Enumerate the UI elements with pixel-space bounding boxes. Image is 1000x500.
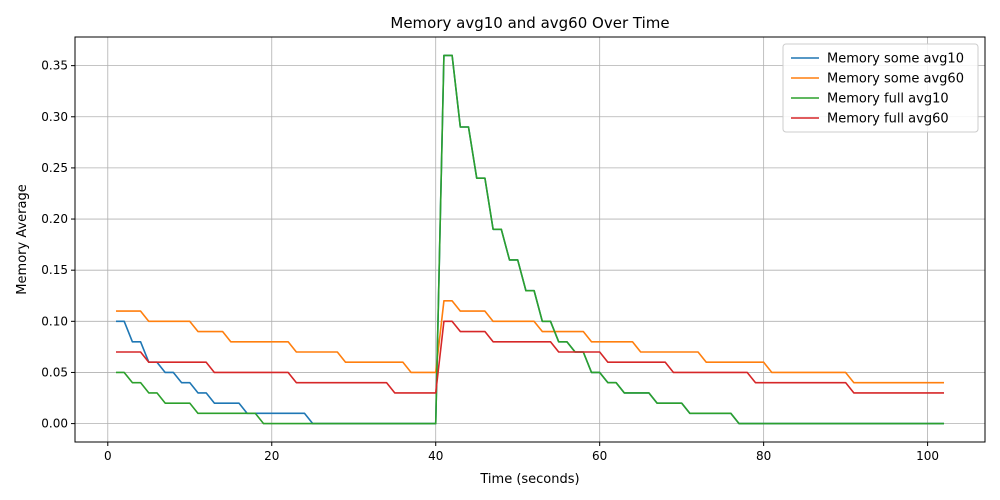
legend: Memory some avg10 Memory some avg60 Memory… xyxy=(782,43,979,133)
y-tick-label: 0.20 xyxy=(41,212,68,226)
series-line-memory-full-avg60 xyxy=(115,320,945,394)
y-tick-label: 0.25 xyxy=(41,161,68,175)
legend-label: Memory full avg10 xyxy=(827,92,949,107)
legend-label: Memory full avg60 xyxy=(827,112,949,127)
legend-box xyxy=(782,43,979,133)
x-tick-label: 0 xyxy=(104,449,112,463)
y-tick-label: 0.00 xyxy=(41,417,68,431)
y-axis-title: Memory Average xyxy=(15,184,30,294)
series-line-memory-full-avg10 xyxy=(115,54,945,425)
y-tick-label: 0.15 xyxy=(41,263,68,277)
legend-label: Memory some avg60 xyxy=(827,72,964,87)
x-tick-label: 20 xyxy=(264,449,279,463)
chart-title: Memory avg10 and avg60 Over Time xyxy=(390,14,669,32)
y-tick-label: 0.10 xyxy=(41,314,68,328)
y-tick-label: 0.35 xyxy=(41,59,68,73)
legend-entries: Memory some avg10 Memory some avg60 Memory… xyxy=(791,52,964,127)
series-line-memory-some-avg60 xyxy=(115,300,945,384)
y-tick-label: 0.05 xyxy=(41,365,68,379)
x-axis-title: Time (seconds) xyxy=(479,472,579,487)
x-tick-label: 60 xyxy=(592,449,607,463)
y-axis: 0.00 0.05 0.10 0.15 0.20 0.25 0.30 0.35 xyxy=(41,59,75,431)
x-tick-label: 100 xyxy=(916,449,939,463)
series-lines xyxy=(115,54,945,425)
x-tick-label: 80 xyxy=(756,449,771,463)
legend-label: Memory some avg10 xyxy=(827,52,964,67)
y-tick-label: 0.30 xyxy=(41,110,68,124)
x-tick-label: 40 xyxy=(428,449,443,463)
plot-area-frame xyxy=(74,36,986,443)
x-axis: 0 20 40 60 80 100 xyxy=(104,442,939,463)
